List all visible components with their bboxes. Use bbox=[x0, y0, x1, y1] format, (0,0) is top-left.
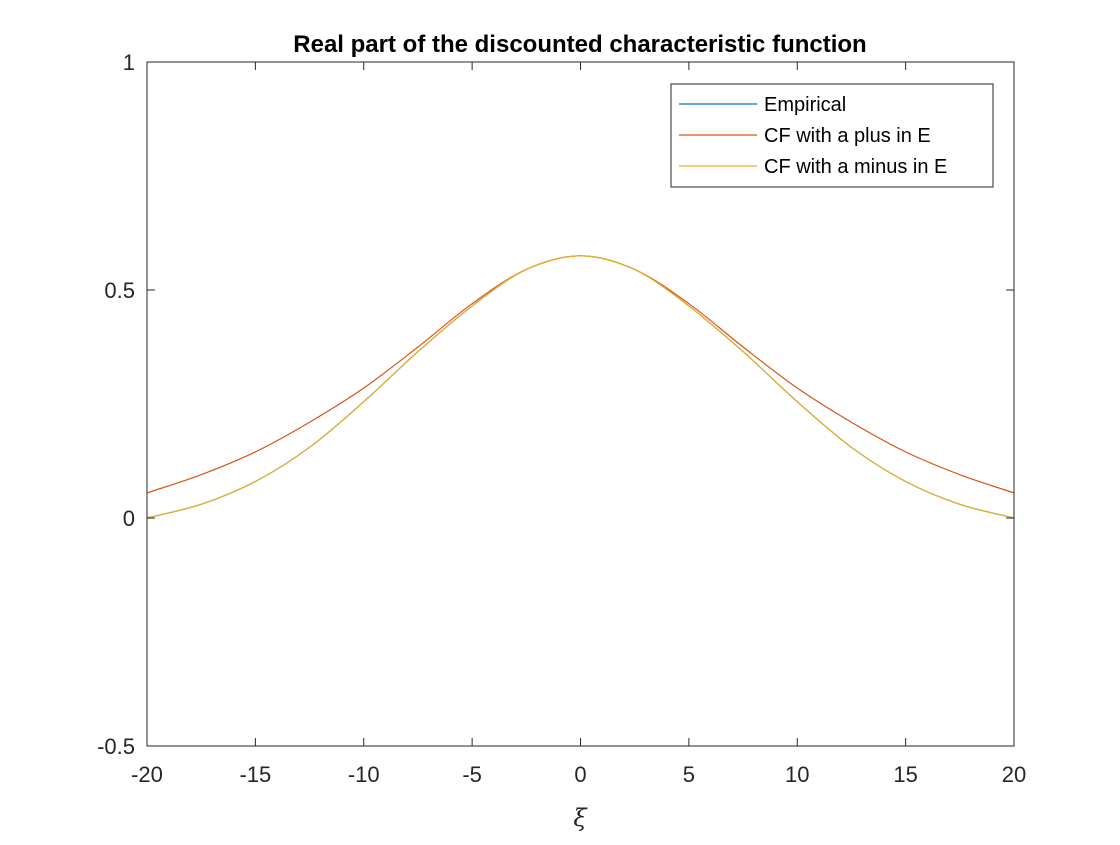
y-tick-label: 0 bbox=[123, 506, 135, 531]
legend-label-1: Empirical bbox=[764, 94, 846, 116]
x-tick-label: 10 bbox=[785, 762, 809, 787]
x-tick-label: 0 bbox=[574, 762, 586, 787]
y-tick-label: -0.5 bbox=[97, 734, 135, 759]
chart-title: Real part of the discounted characterist… bbox=[293, 31, 866, 58]
legend: Empirical CF with a plus in E CF with a mi… bbox=[670, 83, 994, 188]
x-tick-label: 15 bbox=[893, 762, 917, 787]
legend-entries: Empirical CF with a plus in E CF with a mi… bbox=[679, 94, 947, 178]
x-tick-label: -15 bbox=[239, 762, 271, 787]
series-line-3 bbox=[146, 255, 1015, 519]
y-axis: -0.5 0 0.5 1 bbox=[97, 50, 1014, 759]
y-tick-label: 0.5 bbox=[104, 278, 135, 303]
series-group bbox=[146, 255, 1015, 519]
x-tick-label: 5 bbox=[683, 762, 695, 787]
x-tick-label: -5 bbox=[462, 762, 482, 787]
x-axis-label: ξ bbox=[573, 804, 588, 832]
y-tick-label: 1 bbox=[123, 50, 135, 75]
x-tick-label: -10 bbox=[348, 762, 380, 787]
x-axis: -20 -15 -10 -5 0 5 10 15 20 bbox=[131, 62, 1026, 787]
x-tick-label: -20 bbox=[131, 762, 163, 787]
legend-label-2: CF with a plus in E bbox=[764, 125, 931, 147]
legend-label-3: CF with a minus in E bbox=[764, 156, 947, 178]
x-tick-label: 20 bbox=[1002, 762, 1026, 787]
